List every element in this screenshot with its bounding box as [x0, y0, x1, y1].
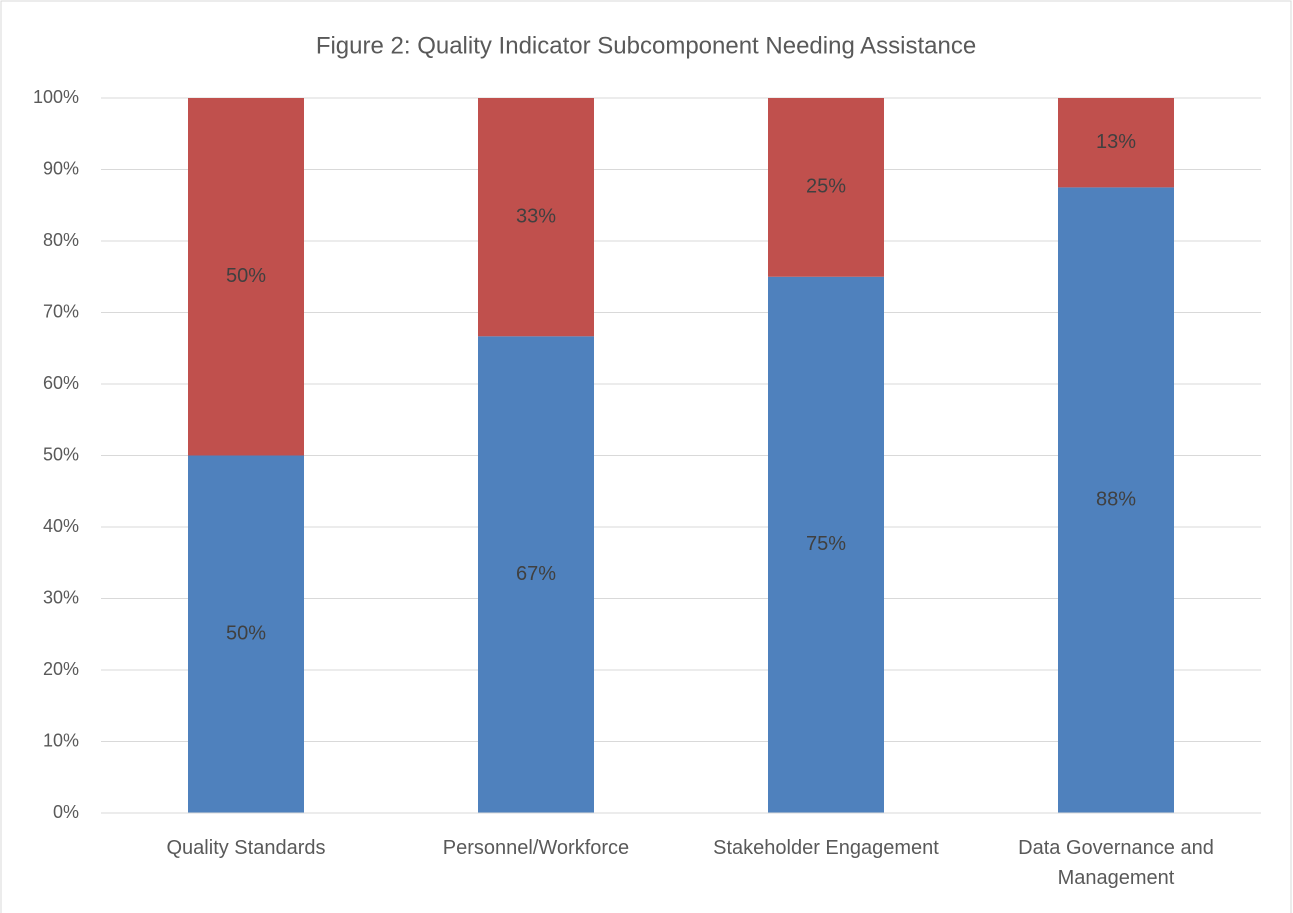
bar-segment: [478, 336, 594, 813]
bar-segment: [1058, 187, 1174, 813]
y-tick-label: 30%: [43, 587, 79, 607]
data-label: 88%: [1096, 488, 1136, 510]
data-label: 25%: [806, 176, 846, 198]
bar-segment: [768, 98, 884, 277]
y-tick-label: 90%: [43, 158, 79, 178]
bar-segment: [478, 98, 594, 337]
y-tick-label: 100%: [33, 87, 79, 107]
bar-segment: [188, 455, 304, 813]
y-tick-label: 70%: [43, 301, 79, 321]
y-tick-label: 60%: [43, 373, 79, 393]
y-tick-label: 40%: [43, 516, 79, 536]
data-label: 75%: [806, 533, 846, 555]
data-label: 50%: [226, 265, 266, 287]
data-label: 13%: [1096, 131, 1136, 153]
y-tick-label: 80%: [43, 230, 79, 250]
y-tick-label: 20%: [43, 659, 79, 679]
y-tick-label: 50%: [43, 444, 79, 464]
chart-title: Figure 2: Quality Indicator Subcomponent…: [316, 32, 976, 59]
y-tick-label: 10%: [43, 730, 79, 750]
bar-segment: [768, 276, 884, 813]
x-tick-label: Quality Standards: [166, 837, 326, 859]
data-label: 33%: [516, 205, 556, 227]
data-label: 50%: [226, 623, 266, 645]
x-tick-label: Personnel/Workforce: [442, 837, 630, 859]
x-tick-label: Data Governance and Management: [1018, 837, 1214, 889]
x-tick-label: Stakeholder Engagement: [713, 837, 939, 859]
bar-segment: [188, 98, 304, 456]
bar-segment: [1058, 98, 1174, 188]
data-label: 67%: [516, 563, 556, 585]
y-tick-label: 0%: [53, 802, 79, 822]
